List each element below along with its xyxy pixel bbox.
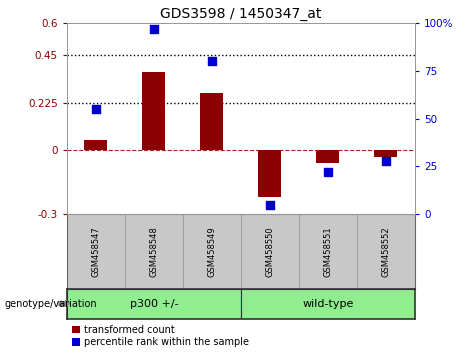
Text: genotype/variation: genotype/variation [5, 298, 97, 309]
Point [382, 158, 390, 164]
Text: wild-type: wild-type [302, 298, 354, 309]
Bar [84, 140, 107, 150]
Text: p300 +/-: p300 +/- [130, 298, 178, 309]
Bar [374, 150, 397, 157]
Point [266, 202, 273, 207]
Text: GSM458551: GSM458551 [323, 226, 332, 277]
Title: GDS3598 / 1450347_at: GDS3598 / 1450347_at [160, 7, 322, 21]
Point [208, 58, 216, 64]
Legend: transformed count, percentile rank within the sample: transformed count, percentile rank withi… [72, 325, 249, 347]
Bar [142, 72, 165, 150]
Point [324, 169, 331, 175]
Bar [258, 150, 282, 197]
Text: GSM458552: GSM458552 [381, 226, 390, 277]
Point [92, 106, 100, 112]
Text: GSM458550: GSM458550 [266, 226, 274, 277]
Bar [316, 150, 339, 163]
Bar [67, 289, 241, 319]
Bar [200, 93, 224, 150]
Bar [241, 289, 415, 319]
Point [150, 26, 158, 32]
Text: GSM458549: GSM458549 [207, 226, 216, 277]
Text: GSM458547: GSM458547 [91, 226, 100, 277]
Text: GSM458548: GSM458548 [149, 226, 159, 277]
